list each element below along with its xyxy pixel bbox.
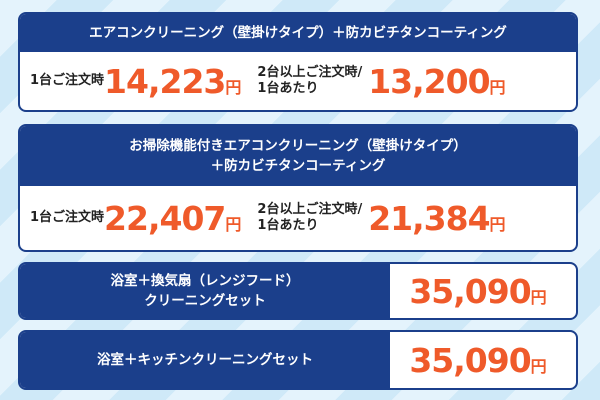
price-unit: 円 [530, 287, 547, 307]
price: 22,407 円 [104, 199, 251, 238]
label-line: 1台ご注文時 [30, 210, 105, 225]
title-line: 浴室＋換気扇（レンジフード） [110, 273, 300, 289]
price-card: 浴室＋換気扇（レンジフード） クリーニングセット 35,090 円 [18, 262, 578, 320]
title-line: エアコンクリーニング（壁掛けタイプ）＋防カビチタンコーティング [89, 25, 507, 41]
price-card: 浴室＋キッチンクリーニングセット 35,090 円 [18, 330, 578, 390]
label-line: 1台あたり [257, 218, 319, 233]
price-label: 1台ご注文時 [30, 210, 104, 226]
price-option: 1台ご注文時 22,407 円 [30, 199, 251, 238]
card-body: 1台ご注文時 22,407 円 2台以上ご注文時/1台あたり 21,384 円 [20, 186, 576, 250]
card-body: 1台ご注文時 14,223 円 2台以上ご注文時/1台あたり 13,200 円 [20, 52, 576, 110]
label-line: 1台ご注文時 [30, 73, 105, 88]
label-line: 1台あたり [257, 81, 319, 96]
card-header: エアコンクリーニング（壁掛けタイプ）＋防カビチタンコーティング [20, 14, 576, 52]
price: 35,090 円 [409, 272, 556, 311]
price-unit: 円 [489, 214, 506, 234]
price-unit: 円 [530, 356, 547, 376]
title-line: クリーニングセット [144, 293, 266, 309]
price-label: 2台以上ご注文時/1台あたり [257, 65, 362, 97]
card-row: 浴室＋キッチンクリーニングセット 35,090 円 [20, 332, 576, 388]
price-unit: 円 [489, 77, 506, 97]
label-line: 2台以上ご注文時/ [257, 65, 363, 80]
price: 13,200 円 [368, 62, 515, 101]
price-amount: 14,223 [104, 61, 226, 101]
price-label: 2台以上ご注文時/1台あたり [257, 202, 362, 234]
card-header: お掃除機能付きエアコンクリーニング（壁掛けタイプ） ＋防カビチタンコーティング [20, 126, 576, 186]
price-amount: 21,384 [368, 198, 490, 238]
price-unit: 円 [225, 214, 242, 234]
label-line: 2台以上ご注文時/ [257, 202, 363, 217]
price-box: 35,090 円 [394, 268, 572, 314]
price-box: 35,090 円 [394, 336, 572, 384]
price-amount: 13,200 [368, 61, 490, 101]
card-row: 浴室＋換気扇（レンジフード） クリーニングセット 35,090 円 [20, 264, 576, 318]
price-unit: 円 [225, 77, 242, 97]
title-line: 浴室＋キッチンクリーニングセット [97, 352, 313, 368]
card-title: 浴室＋換気扇（レンジフード） クリーニングセット [20, 264, 390, 318]
price-amount: 35,090 [409, 271, 531, 311]
card-title: 浴室＋キッチンクリーニングセット [20, 332, 390, 388]
price-option: 2台以上ご注文時/1台あたり 13,200 円 [257, 62, 515, 101]
title-line: お掃除機能付きエアコンクリーニング（壁掛けタイプ） [129, 138, 467, 154]
price: 21,384 円 [368, 199, 515, 238]
title-line: ＋防カビチタンコーティング [210, 158, 386, 174]
price-option: 1台ご注文時 14,223 円 [30, 62, 251, 101]
price: 35,090 円 [409, 341, 556, 380]
price: 14,223 円 [104, 62, 251, 101]
price-amount: 35,090 [409, 340, 531, 380]
price-card: お掃除機能付きエアコンクリーニング（壁掛けタイプ） ＋防カビチタンコーティング 1台… [18, 124, 578, 252]
price-amount: 22,407 [104, 198, 226, 238]
price-label: 1台ご注文時 [30, 73, 104, 89]
price-option: 2台以上ご注文時/1台あたり 21,384 円 [257, 199, 515, 238]
price-card: エアコンクリーニング（壁掛けタイプ）＋防カビチタンコーティング 1台ご注文時 14,… [18, 12, 578, 112]
